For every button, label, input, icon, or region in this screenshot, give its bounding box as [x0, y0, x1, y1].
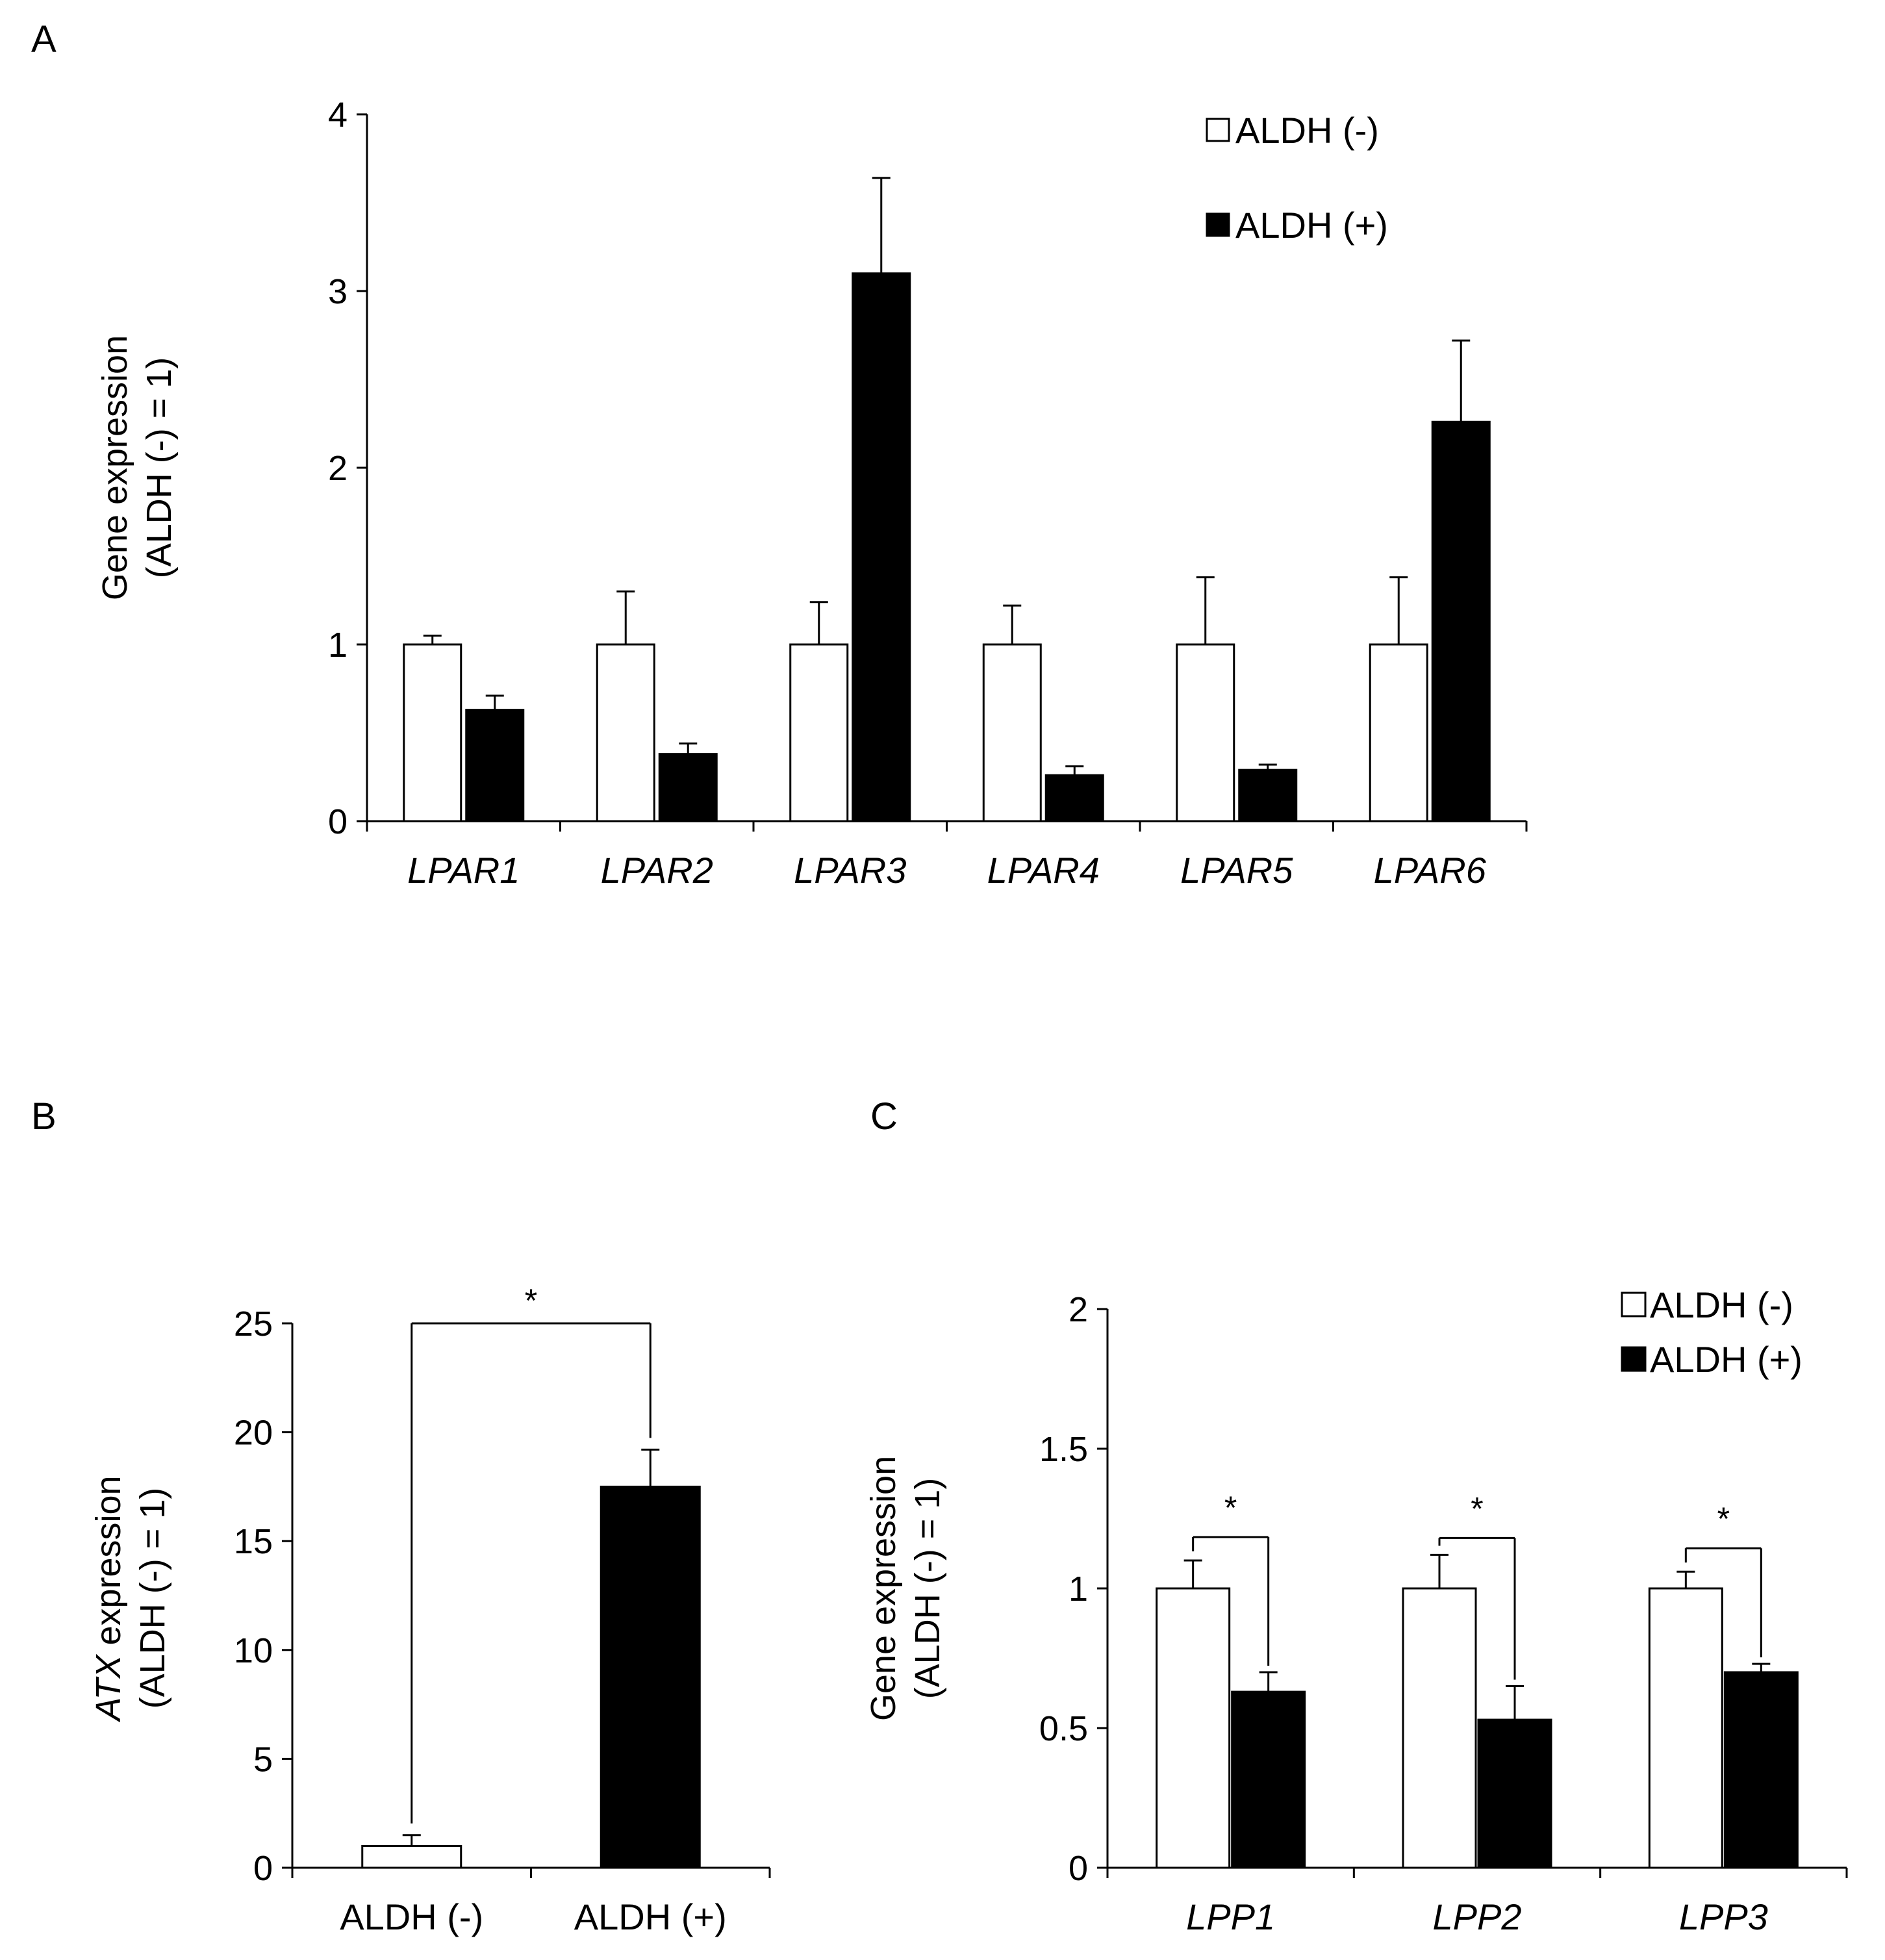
- chart-b-x-label: ALDH (-): [340, 1896, 483, 1937]
- chart-a-bar-aldh-pos: [1044, 774, 1104, 822]
- chart-a-y-tick-label: 2: [328, 449, 348, 488]
- chart-b-y-tick-label: 5: [253, 1740, 273, 1779]
- chart-b: 0 5 10 15 20 25 ALDH (-) ALDH (+) * ATX expressio…: [89, 1282, 771, 1937]
- chart-c-significance-label: *: [1471, 1490, 1483, 1527]
- chart-a-bar-aldh-neg: [1176, 643, 1235, 822]
- chart-c-y-tick-label: 1: [1069, 1570, 1088, 1609]
- panel-letter-a: A: [31, 18, 57, 60]
- panel-letter-b: B: [31, 1095, 57, 1138]
- chart-a-x-label: LPAR5: [1180, 850, 1293, 891]
- chart-c-y-tick-label: 0: [1069, 1849, 1088, 1888]
- chart-a-bar-aldh-neg: [982, 643, 1042, 822]
- chart-b-x-label: ALDH (+): [574, 1896, 727, 1937]
- chart-c-bar-aldh-pos: [1231, 1690, 1306, 1869]
- chart-c-y-tick-label: 0.5: [1039, 1709, 1088, 1748]
- chart-c-legend-label: ALDH (+): [1650, 1339, 1803, 1380]
- chart-c-x-label: LPP3: [1679, 1896, 1768, 1937]
- chart-a: 0 1 2 3 4 LPAR1 LPAR2 LPAR3 LPAR4 LPAR5 LPAR6 Gene …: [95, 95, 1528, 891]
- chart-c-y-tick-label: 2: [1069, 1290, 1088, 1329]
- chart-a-y-tick-label: 4: [328, 95, 348, 134]
- chart-a-x-label: LPAR3: [794, 850, 906, 891]
- chart-a-x-label: LPAR2: [601, 850, 713, 891]
- chart-a-y-tick-label: 1: [328, 626, 348, 665]
- chart-c-x-label: LPP2: [1433, 1896, 1522, 1937]
- chart-a-bar-aldh-pos: [852, 272, 911, 822]
- chart-c: 0 0.5 1 1.5 2 LPP1 * LPP2 * LPP3 * Gene expression(…: [864, 1284, 1848, 1937]
- chart-c-y-label: Gene expression (ALDH (-) = 1): [864, 1456, 947, 1721]
- chart-c-bar-aldh-neg: [1402, 1587, 1477, 1869]
- chart-a-bar-aldh-pos: [658, 753, 718, 822]
- chart-a-y-label: Gene expression (ALDH (-) = 1): [95, 335, 179, 600]
- chart-b-y-tick-label: 25: [234, 1305, 273, 1343]
- chart-a-bar-aldh-neg: [403, 643, 462, 822]
- chart-a-y-tick-label: 3: [328, 272, 348, 311]
- chart-b-bar-aldh-pos: [600, 1485, 701, 1869]
- chart-a-bar-aldh-pos: [1238, 769, 1298, 822]
- chart-c-x-label: LPP1: [1186, 1896, 1275, 1937]
- chart-b-bar-aldh-neg: [361, 1844, 462, 1869]
- chart-b-y-label: ATX expression (ALDH (-) = 1): [89, 1475, 172, 1722]
- chart-b-y-tick-label: 20: [234, 1414, 273, 1453]
- chart-c-significance-label: *: [1224, 1490, 1237, 1526]
- chart-a-bar-aldh-neg: [1369, 643, 1428, 822]
- chart-a-x-label: LPAR6: [1374, 850, 1487, 891]
- chart-a-bar-aldh-neg: [596, 643, 655, 822]
- chart-b-y-tick-label: 0: [253, 1849, 273, 1888]
- chart-a-bar-aldh-neg: [789, 643, 849, 822]
- chart-c-legend-label: ALDH (-): [1650, 1284, 1793, 1325]
- chart-a-bar-aldh-pos: [465, 709, 525, 822]
- chart-a-legend-swatch-aldh-neg: [1206, 118, 1230, 142]
- chart-c-significance-label: *: [1717, 1501, 1730, 1537]
- chart-b-significance-label: *: [525, 1282, 537, 1319]
- chart-a-bar-aldh-pos: [1431, 420, 1491, 822]
- chart-c-bar-aldh-neg: [1156, 1587, 1231, 1869]
- chart-b-y-tick-label: 10: [234, 1631, 273, 1670]
- chart-a-legend-label: ALDH (+): [1235, 205, 1388, 246]
- chart-a-x-label: LPAR4: [987, 850, 1100, 891]
- chart-c-y-tick-label: 1.5: [1039, 1430, 1088, 1469]
- chart-c-legend-swatch-aldh-neg: [1621, 1292, 1647, 1317]
- chart-b-y-tick-label: 15: [234, 1522, 273, 1561]
- chart-c-bar-aldh-pos: [1477, 1718, 1552, 1869]
- chart-a-legend-label: ALDH (-): [1235, 110, 1379, 151]
- chart-a-y-tick-label: 0: [328, 802, 348, 841]
- chart-c-bar-aldh-neg: [1648, 1587, 1723, 1869]
- chart-a-legend-swatch-aldh-pos: [1206, 212, 1230, 237]
- chart-c-legend-swatch-aldh-pos: [1621, 1346, 1647, 1372]
- panel-letter-c: C: [870, 1095, 898, 1138]
- chart-c-bar-aldh-pos: [1723, 1671, 1799, 1869]
- chart-a-x-label: LPAR1: [407, 850, 520, 891]
